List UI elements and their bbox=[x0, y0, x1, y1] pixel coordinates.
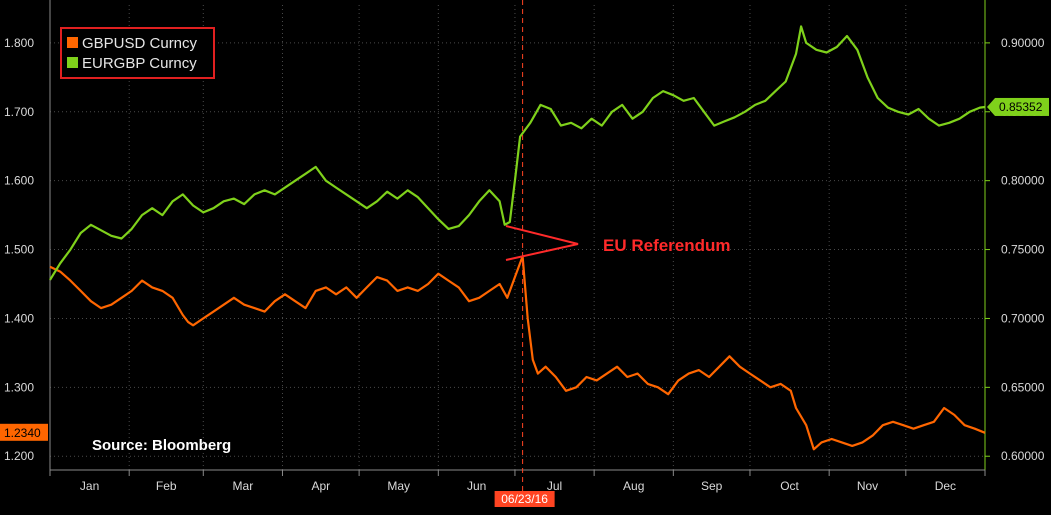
event-markers: 06/23/16 bbox=[494, 0, 555, 507]
y-left-tick-label: 1.600 bbox=[4, 174, 34, 188]
x-tick-label: Oct bbox=[780, 479, 799, 493]
x-tick-label: Jan bbox=[80, 479, 99, 493]
legend-label: EURGBP Curncy bbox=[82, 55, 197, 72]
last-value-label-left: 1.2340 bbox=[4, 426, 41, 440]
annotation-text: EU Referendum bbox=[603, 236, 731, 255]
event-date-label: 06/23/16 bbox=[501, 492, 548, 506]
legend-swatch bbox=[67, 57, 78, 68]
source-text: Source: Bloomberg bbox=[92, 437, 231, 454]
y-right-tick-label: 0.90000 bbox=[1001, 36, 1045, 50]
event-date-badge bbox=[494, 491, 555, 507]
x-tick-label: Jul bbox=[547, 479, 562, 493]
series-line-eurgbp bbox=[49, 25, 986, 281]
y-left-tick-label: 1.800 bbox=[4, 36, 34, 50]
legend: GBPUSD Curncy EURGBP Curncy bbox=[60, 27, 215, 79]
y-left-tick-label: 1.700 bbox=[4, 105, 34, 119]
x-tick-label: Nov bbox=[857, 479, 878, 493]
x-tick-label: Apr bbox=[311, 479, 330, 493]
y-right-tick-label: 0.65000 bbox=[1001, 380, 1045, 394]
x-tick-label: Dec bbox=[935, 479, 956, 493]
x-tick-label: Feb bbox=[156, 479, 177, 493]
y-left-tick-label: 1.400 bbox=[4, 311, 34, 325]
last-value-pointer-right bbox=[987, 97, 995, 116]
y-right-tick-label: 0.60000 bbox=[1001, 449, 1045, 463]
y-left-tick-label: 1.200 bbox=[4, 449, 34, 463]
y-right-tick-label: 0.70000 bbox=[1001, 311, 1045, 325]
series-lines bbox=[49, 25, 986, 451]
legend-box bbox=[60, 27, 215, 79]
legend-swatch bbox=[67, 37, 78, 48]
x-tick-label: May bbox=[387, 479, 410, 493]
y-left-tick-label: 1.300 bbox=[4, 380, 34, 394]
x-tick-label: Mar bbox=[233, 479, 254, 493]
last-value-label-right: 0.85352 bbox=[999, 100, 1043, 114]
x-tick-label: Jun bbox=[467, 479, 486, 493]
y-right-tick-label: 0.80000 bbox=[1001, 174, 1045, 188]
last-value-badge-right bbox=[995, 97, 1049, 116]
y-left-tick-label: 1.500 bbox=[4, 243, 34, 257]
last-value-badge-left bbox=[0, 423, 48, 441]
axes: 1.200 1.300 1.400 1.500 1.600 1.700 1.800 0.600… bbox=[4, 0, 1045, 493]
series-line-gbpusd bbox=[49, 255, 986, 451]
labels: 1.2340 0.85352 EU Referendum Source: Bloomb… bbox=[0, 97, 1049, 454]
x-tick-label: Sep bbox=[701, 479, 723, 493]
legend-label: GBPUSD Curncy bbox=[82, 35, 198, 52]
annotation-arrow bbox=[505, 225, 579, 261]
y-right-tick-label: 0.75000 bbox=[1001, 243, 1045, 257]
x-tick-label: Aug bbox=[623, 479, 644, 493]
